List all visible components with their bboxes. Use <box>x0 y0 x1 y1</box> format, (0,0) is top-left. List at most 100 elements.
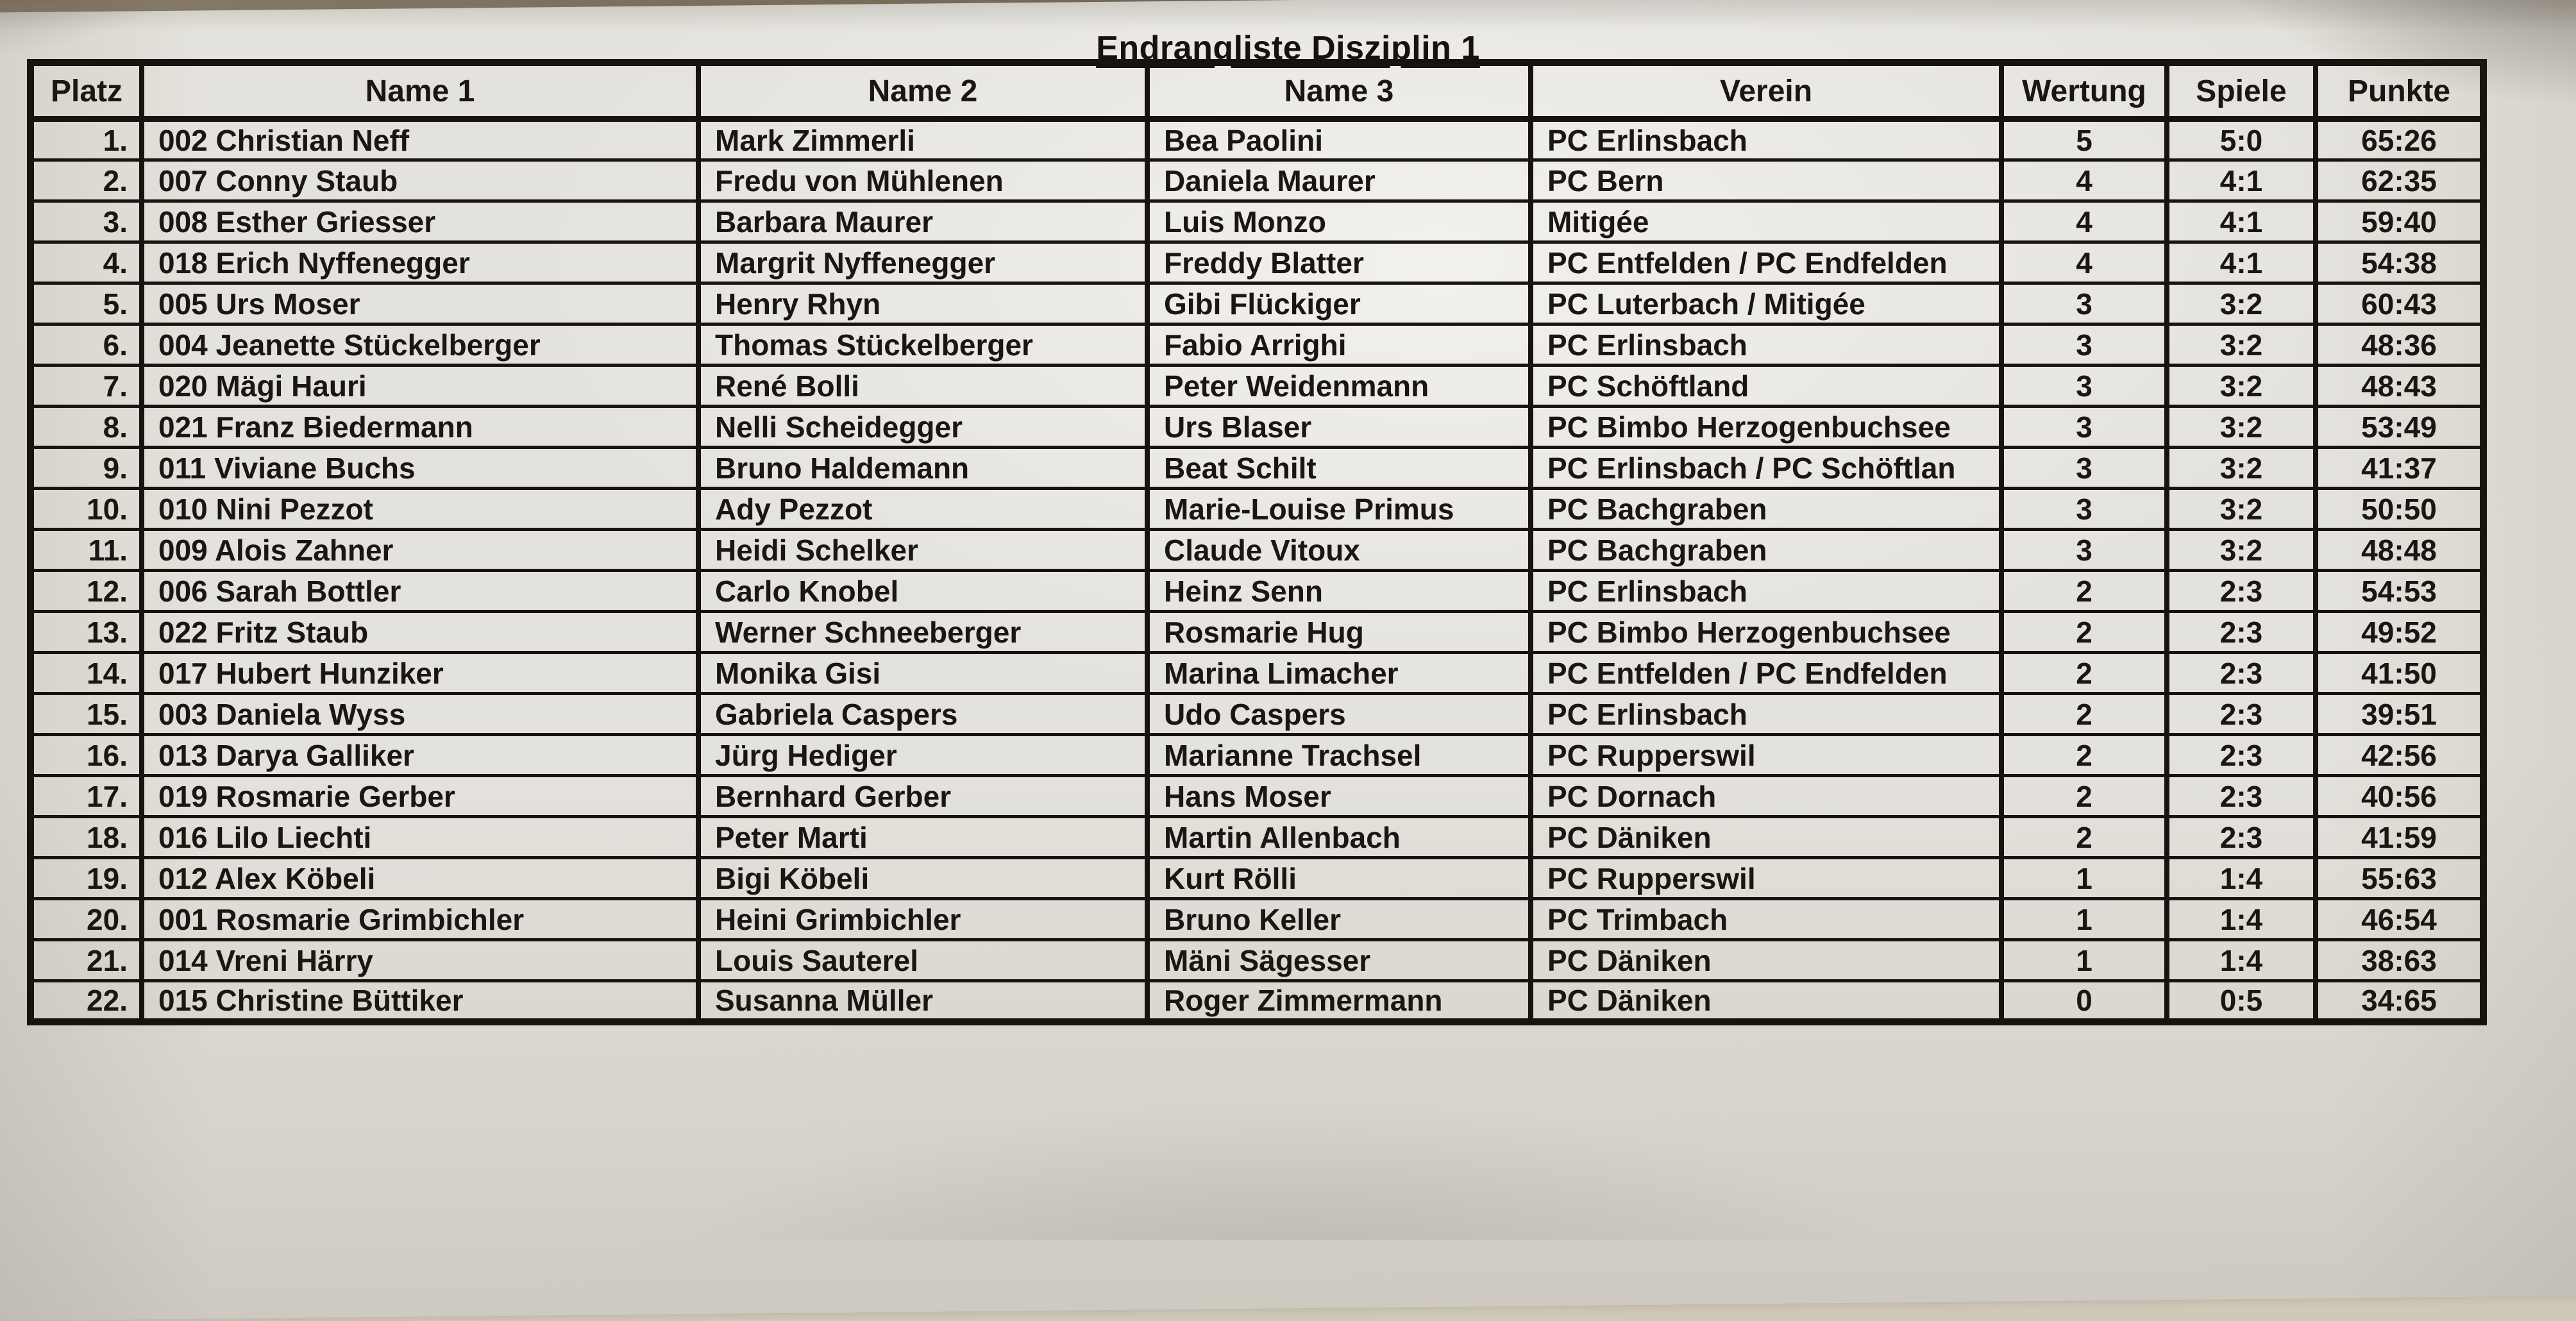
table-row: 7. 020 Mägi Hauri René Bolli Peter Weidenma… <box>28 364 2486 408</box>
cell-name1: 014 Vreni Härry <box>139 938 701 982</box>
cell-verein: PC Entfelden / PC Endfelden <box>1528 651 2004 695</box>
cell-spiele: 3:2 <box>2164 446 2318 490</box>
cell-spiele: 2:3 <box>2164 733 2318 777</box>
table-body: 1. 002 Christian Neff Mark Zimmerli Bea Pao… <box>28 117 2486 1023</box>
cell-wertung: 2 <box>1999 774 2169 818</box>
cell-punkte: 62:35 <box>2313 158 2486 203</box>
cell-name2: René Bolli <box>696 364 1150 408</box>
cell-punkte: 41:50 <box>2313 651 2486 695</box>
cell-punkte: 49:52 <box>2313 610 2486 654</box>
cell-punkte: 60:43 <box>2313 282 2486 326</box>
cell-wertung: 4 <box>1999 199 2169 244</box>
table-row: 20. 001 Rosmarie Grimbichler Heini Grimbic… <box>28 897 2486 941</box>
cell-punkte: 41:37 <box>2313 446 2486 490</box>
table-row: 22. 015 Christine Büttiker Susanna Müller R… <box>28 979 2486 1023</box>
cell-verein: PC Rupperswil <box>1528 733 2004 777</box>
cell-wertung: 2 <box>1999 692 2169 736</box>
cell-wertung: 1 <box>1999 856 2169 900</box>
cell-punkte: 54:53 <box>2313 569 2486 613</box>
cell-name2: Werner Schneeberger <box>696 610 1150 654</box>
cell-platz: 19. <box>28 856 144 900</box>
cell-name1: 004 Jeanette Stückelberger <box>139 323 701 367</box>
table-row: 14. 017 Hubert Hunziker Monika Gisi Marina … <box>28 651 2486 695</box>
cell-name1: 001 Rosmarie Grimbichler <box>139 897 701 941</box>
cell-name2: Margrit Nyffenegger <box>696 240 1150 285</box>
column-header-punkte: Punkte <box>2313 61 2486 122</box>
cell-spiele: 3:2 <box>2164 487 2318 531</box>
cell-punkte: 48:36 <box>2313 323 2486 367</box>
cell-name1: 011 Viviane Buchs <box>139 446 701 490</box>
table-row: 12. 006 Sarah Bottler Carlo Knobel Heinz Se… <box>28 569 2486 613</box>
cell-name3: Daniela Maurer <box>1145 158 1533 203</box>
table-row: 10. 010 Nini Pezzot Ady Pezzot Marie-Louise… <box>28 487 2486 531</box>
cell-verein: PC Bachgraben <box>1528 528 2004 572</box>
cell-spiele: 2:3 <box>2164 610 2318 654</box>
cell-platz: 6. <box>28 323 144 367</box>
cell-punkte: 39:51 <box>2313 692 2486 736</box>
cell-verein: PC Trimbach <box>1528 897 2004 941</box>
column-header-verein: Verein <box>1528 61 2004 122</box>
cell-verein: PC Schöftland <box>1528 364 2004 408</box>
cell-punkte: 59:40 <box>2313 199 2486 244</box>
cell-verein: PC Däniken <box>1528 979 2004 1023</box>
cell-verein: PC Bimbo Herzogenbuchsee <box>1528 405 2004 449</box>
cell-name2: Bernhard Gerber <box>696 774 1150 818</box>
cell-platz: 3. <box>28 199 144 244</box>
cell-name3: Hans Moser <box>1145 774 1533 818</box>
column-header-wertung: Wertung <box>1999 61 2169 122</box>
cell-punkte: 48:48 <box>2313 528 2486 572</box>
table-header: Platz Name 1 Name 2 Name 3 Verein Wertung Spie… <box>28 61 2486 122</box>
cell-spiele: 1:4 <box>2164 856 2318 900</box>
cell-verein: PC Erlinsbach / PC Schöftlan <box>1528 446 2004 490</box>
cell-spiele: 3:2 <box>2164 282 2318 326</box>
cell-verein: PC Erlinsbach <box>1528 117 2004 162</box>
cell-punkte: 34:65 <box>2313 979 2486 1023</box>
cell-verein: PC Bern <box>1528 158 2004 203</box>
table-row: 11. 009 Alois Zahner Heidi Schelker Claude … <box>28 528 2486 572</box>
cell-platz: 4. <box>28 240 144 285</box>
cell-name2: Heidi Schelker <box>696 528 1150 572</box>
cell-verein: PC Luterbach / Mitigée <box>1528 282 2004 326</box>
cell-name3: Urs Blaser <box>1145 405 1533 449</box>
cell-platz: 22. <box>28 979 144 1023</box>
cell-name1: 019 Rosmarie Gerber <box>139 774 701 818</box>
cell-name2: Gabriela Caspers <box>696 692 1150 736</box>
cell-name2: Peter Marti <box>696 815 1150 859</box>
cell-punkte: 38:63 <box>2313 938 2486 982</box>
cell-name2: Bruno Haldemann <box>696 446 1150 490</box>
cell-name3: Peter Weidenmann <box>1145 364 1533 408</box>
cell-platz: 12. <box>28 569 144 613</box>
cell-name3: Heinz Senn <box>1145 569 1533 613</box>
cell-wertung: 3 <box>1999 364 2169 408</box>
cell-platz: 17. <box>28 774 144 818</box>
table-row: 9. 011 Viviane Buchs Bruno Haldemann Beat S… <box>28 446 2486 490</box>
cell-spiele: 4:1 <box>2164 158 2318 203</box>
cell-spiele: 3:2 <box>2164 323 2318 367</box>
cell-platz: 15. <box>28 692 144 736</box>
cell-name1: 015 Christine Büttiker <box>139 979 701 1023</box>
table-row: 8. 021 Franz Biedermann Nelli Scheidegger U… <box>28 405 2486 449</box>
table-row: 3. 008 Esther Griesser Barbara Maurer Luis … <box>28 199 2486 244</box>
cell-name2: Thomas Stückelberger <box>696 323 1150 367</box>
cell-name3: Mäni Sägesser <box>1145 938 1533 982</box>
cell-punkte: 65:26 <box>2313 117 2486 162</box>
cell-verein: PC Erlinsbach <box>1528 692 2004 736</box>
cell-name2: Susanna Müller <box>696 979 1150 1023</box>
cell-name1: 002 Christian Neff <box>139 117 701 162</box>
cell-name2: Jürg Hediger <box>696 733 1150 777</box>
column-header-name3: Name 3 <box>1145 61 1533 122</box>
cell-name3: Beat Schilt <box>1145 446 1533 490</box>
column-header-name2: Name 2 <box>696 61 1150 122</box>
cell-name1: 021 Franz Biedermann <box>139 405 701 449</box>
cell-wertung: 4 <box>1999 240 2169 285</box>
cell-wertung: 1 <box>1999 938 2169 982</box>
cell-name3: Marianne Trachsel <box>1145 733 1533 777</box>
cell-name3: Claude Vitoux <box>1145 528 1533 572</box>
cell-name3: Marina Limacher <box>1145 651 1533 695</box>
cell-spiele: 3:2 <box>2164 405 2318 449</box>
cell-wertung: 2 <box>1999 815 2169 859</box>
cell-verein: PC Bimbo Herzogenbuchsee <box>1528 610 2004 654</box>
table-row: 15. 003 Daniela Wyss Gabriela Caspers Udo C… <box>28 692 2486 736</box>
cell-name1: 018 Erich Nyffenegger <box>139 240 701 285</box>
cell-name3: Gibi Flückiger <box>1145 282 1533 326</box>
